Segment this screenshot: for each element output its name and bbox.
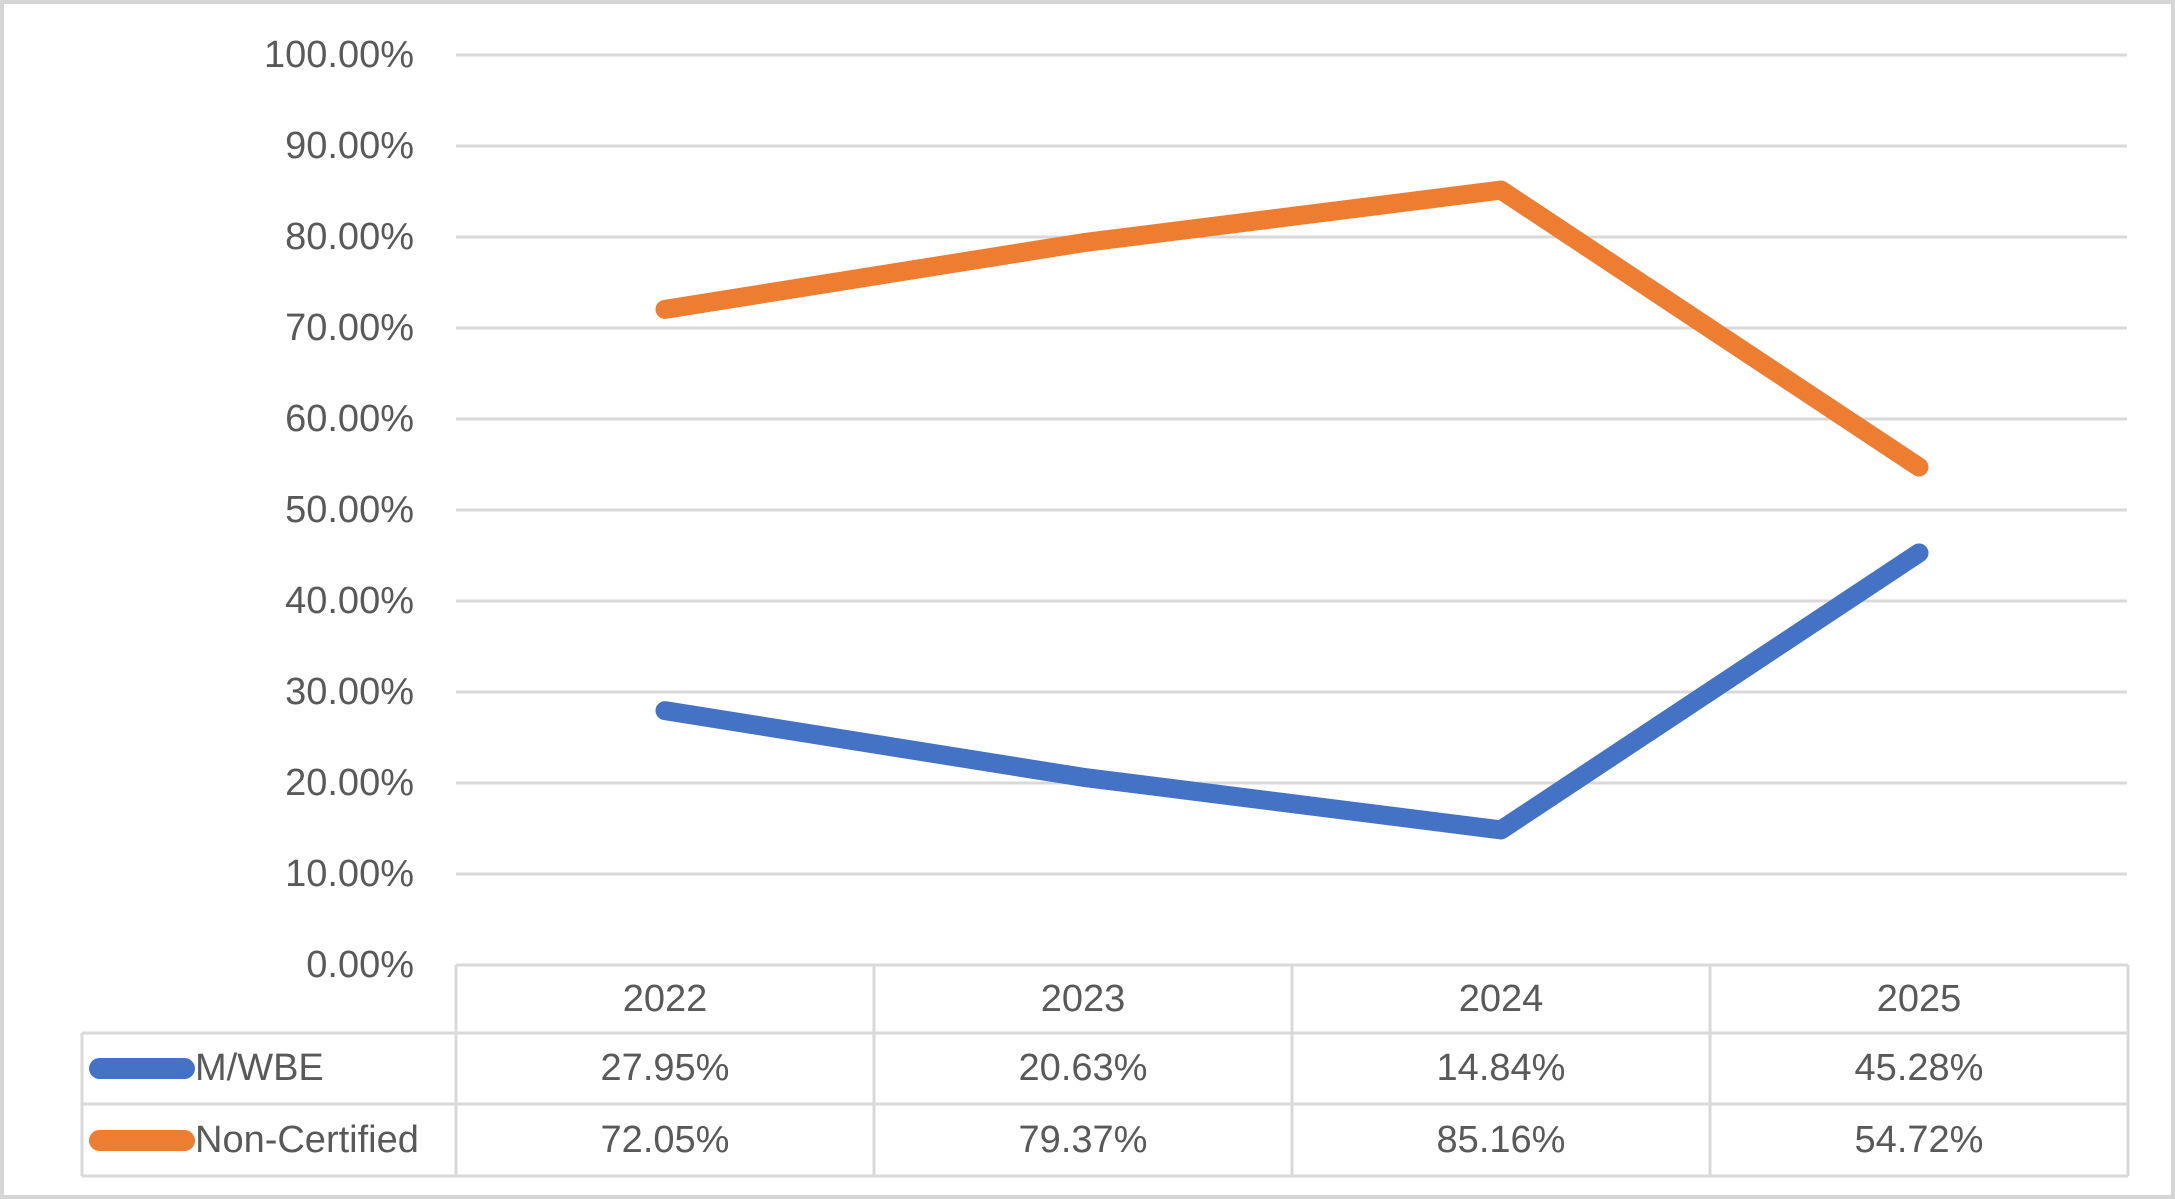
value-cell: 85.16% (1436, 1118, 1566, 1161)
value-cell: 79.37% (1018, 1118, 1148, 1161)
value-cell: 27.95% (600, 1047, 730, 1089)
value-cell: 20.63% (1018, 1047, 1148, 1089)
year-header-cell: 2024 (1458, 977, 1544, 1020)
ytick-label: 70.00% (285, 307, 414, 349)
plot-svg (80, 53, 2130, 1178)
ytick-label: 10.00% (285, 853, 414, 895)
series-line-m-wbe (655, 543, 1929, 840)
ytick-label: 50.00% (285, 489, 414, 531)
legend-label: M/WBE (195, 1047, 324, 1089)
value-cell: 54.72% (1854, 1118, 1984, 1161)
ytick-label: 100.00% (263, 34, 414, 76)
series-line-non-certified (655, 180, 1929, 477)
ytick-label: 60.00% (285, 398, 414, 440)
value-cell: 14.84% (1436, 1047, 1566, 1089)
legend-key-cell: Non-Certified (82, 1104, 456, 1176)
year-header-cell: 2025 (1876, 977, 1962, 1020)
ytick-label: 80.00% (285, 216, 414, 258)
ytick-label: 90.00% (285, 125, 414, 167)
year-header-cell: 2023 (1040, 977, 1126, 1020)
legend-label: Non-Certified (195, 1118, 419, 1161)
legend-key-cell: M/WBE (82, 1033, 456, 1104)
ytick-label: 30.00% (285, 671, 414, 713)
value-cell: 45.28% (1854, 1047, 1984, 1089)
ytick-label: 40.00% (285, 580, 414, 622)
ytick-label: 20.00% (285, 762, 414, 804)
legend-swatch (89, 1058, 195, 1079)
legend-swatch (89, 1129, 195, 1151)
ytick-label: 0.00% (306, 944, 414, 986)
value-cell: 72.05% (600, 1118, 730, 1161)
year-header-cell: 2022 (622, 977, 708, 1020)
